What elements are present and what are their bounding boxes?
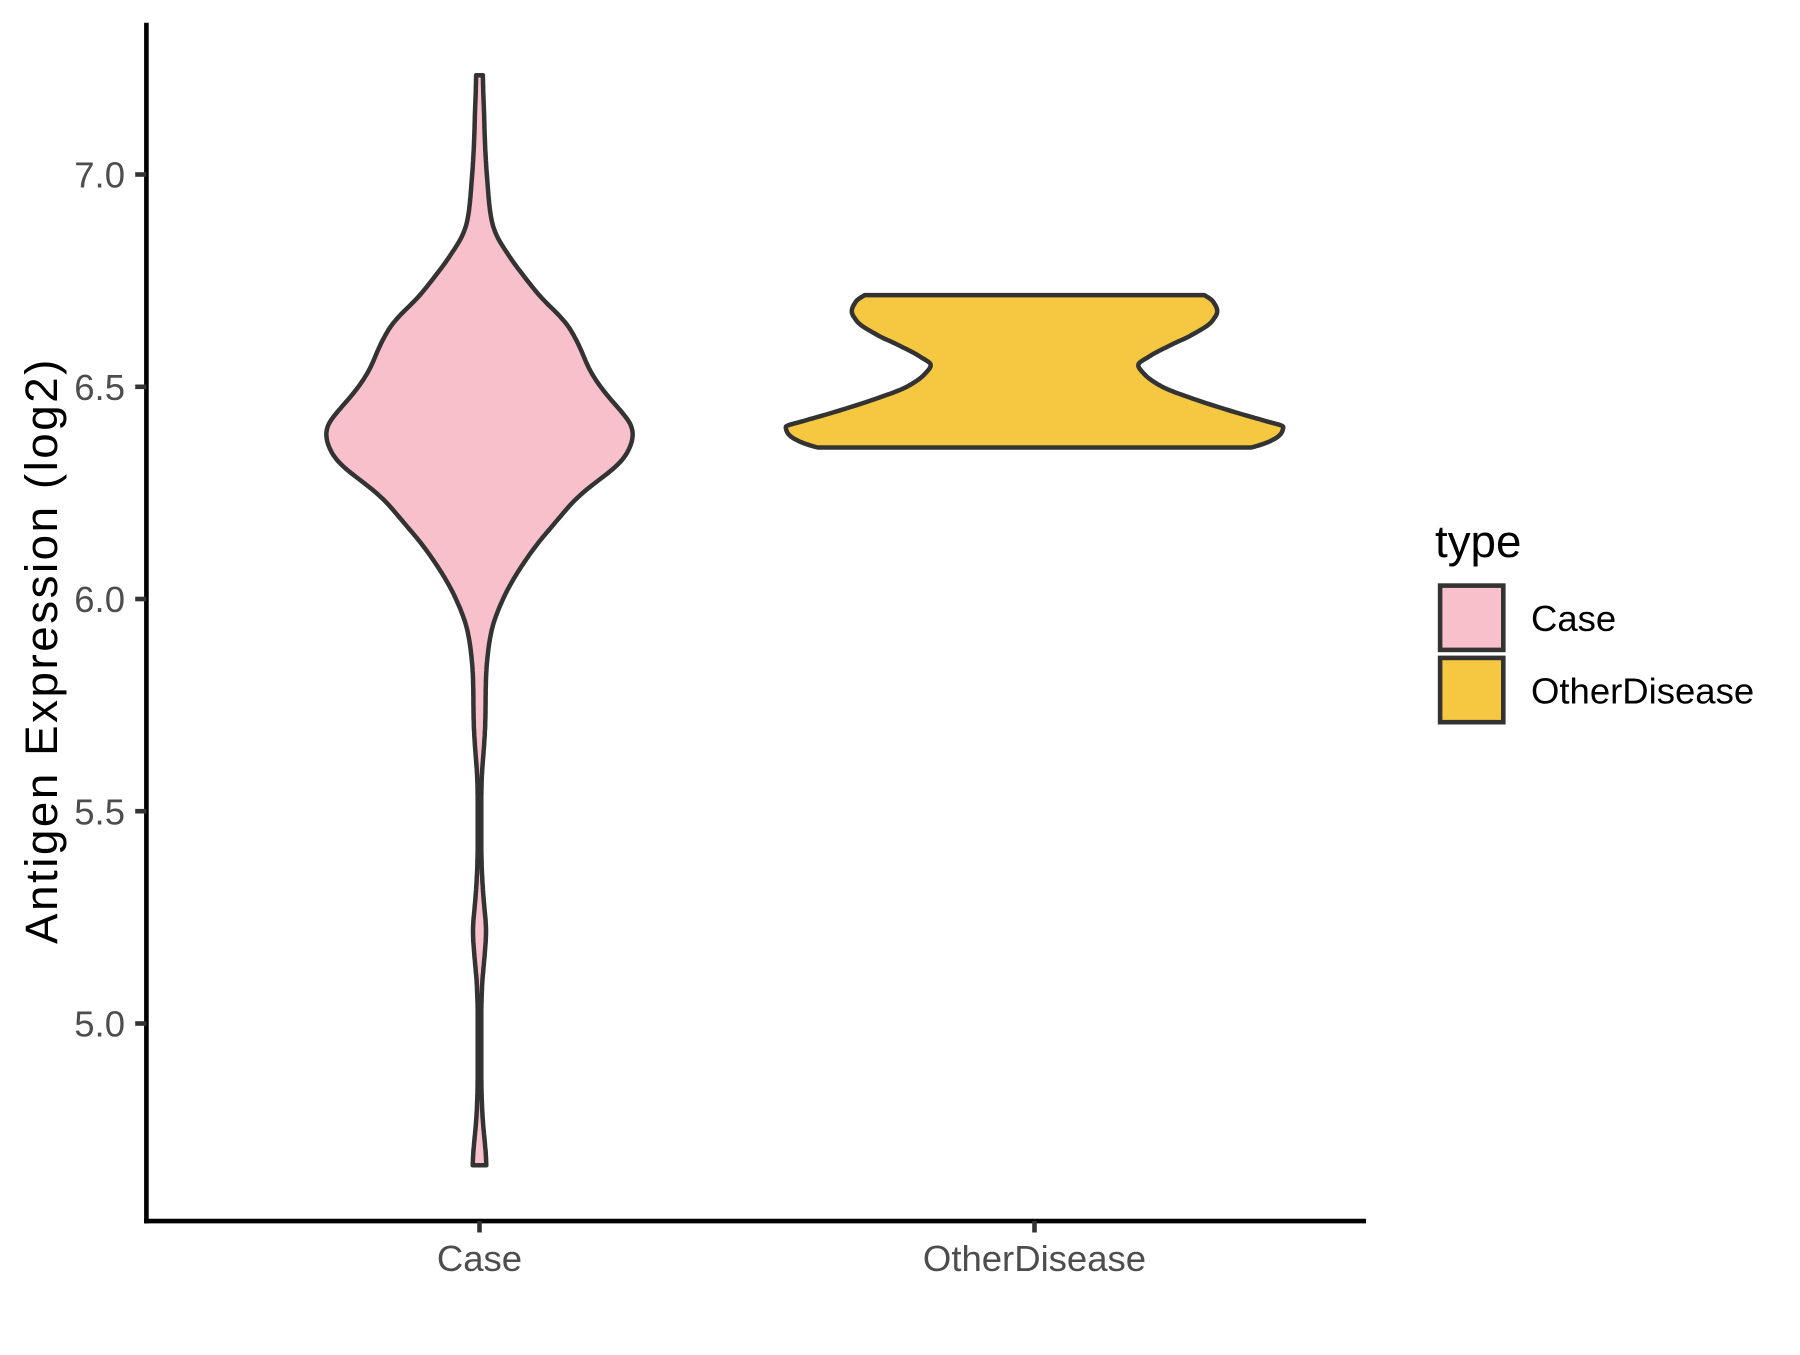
svg-text:OtherDisease: OtherDisease — [1531, 670, 1754, 711]
svg-text:Case: Case — [437, 1238, 522, 1279]
svg-text:type: type — [1435, 516, 1521, 567]
svg-text:7.0: 7.0 — [74, 155, 125, 196]
svg-text:5.0: 5.0 — [74, 1004, 125, 1045]
svg-text:OtherDisease: OtherDisease — [923, 1238, 1146, 1279]
svg-text:6.0: 6.0 — [74, 579, 125, 620]
svg-text:5.5: 5.5 — [74, 792, 125, 833]
svg-text:Antigen Expression (log2): Antigen Expression (log2) — [16, 357, 67, 944]
svg-text:6.5: 6.5 — [74, 367, 125, 408]
svg-text:Case: Case — [1531, 598, 1616, 639]
